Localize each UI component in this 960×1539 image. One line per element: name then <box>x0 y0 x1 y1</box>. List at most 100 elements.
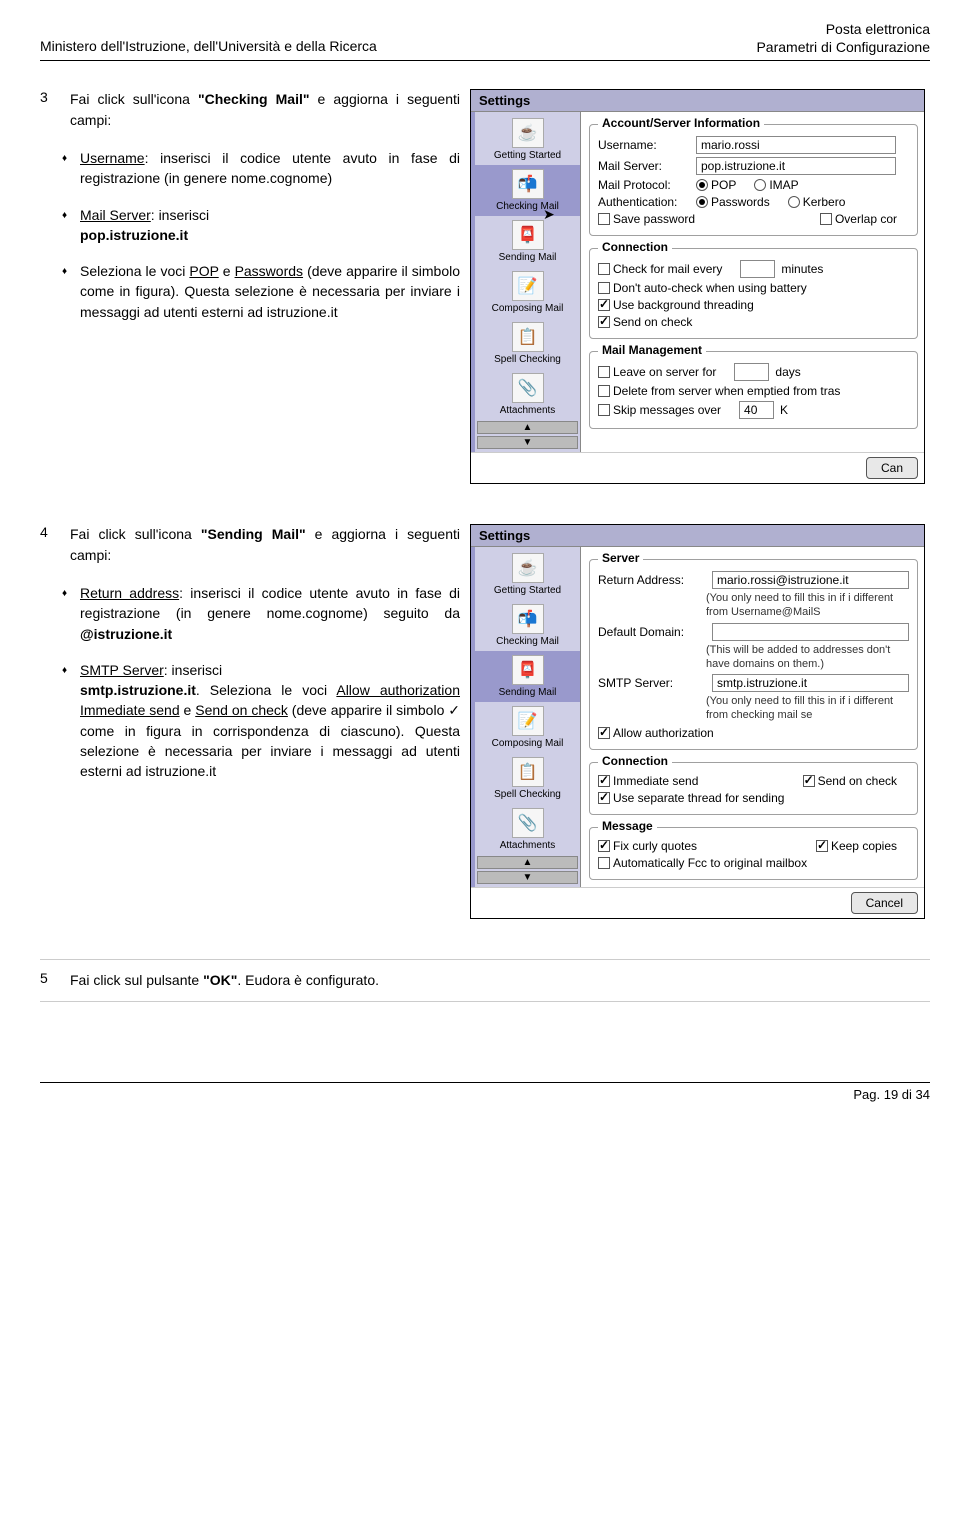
step4-bullet-smtp: SMTP Server: inserisci smtp.istruzione.i… <box>62 660 460 782</box>
sidebar-item-label: Checking Mail <box>496 636 559 647</box>
step3-bullet-selection: Seleziona le voci POP e Passwords (deve … <box>62 261 460 322</box>
sending-mail-icon: 📮 <box>512 655 544 685</box>
sidebar-item-attachments[interactable]: 📎 Attachments <box>475 369 580 420</box>
sidebar-item-label: Spell Checking <box>494 789 561 800</box>
sidebar-item-label: Getting Started <box>494 150 561 161</box>
sidebar-item-getting-started[interactable]: ☕ Getting Started <box>475 549 580 600</box>
check-auto-fcc[interactable]: Automatically Fcc to original mailbox <box>598 856 807 870</box>
sidebar-item-label: Attachments <box>500 840 556 851</box>
check-leave-on-server[interactable]: Leave on server for <box>598 365 716 379</box>
radio-imap[interactable]: IMAP <box>754 178 798 192</box>
step-4-row: 4 Fai click sull'icona "Sending Mail" e … <box>40 524 930 919</box>
radio-pop[interactable]: POP <box>696 178 736 192</box>
label-mailprotocol: Mail Protocol: <box>598 178 690 192</box>
sidebar-item-checking-mail[interactable]: 📬Checking Mail <box>475 165 580 216</box>
step-3-row: 3 Fai click sull'icona "Checking Mail" e… <box>40 89 930 484</box>
step-number: 3 <box>40 89 62 130</box>
spell-checking-icon: 📋 <box>512 322 544 352</box>
sidebar-item-composing-mail[interactable]: 📝 Composing Mail <box>475 702 580 753</box>
group-account-info: Account/Server Information Username: mar… <box>589 124 918 236</box>
page-header: Ministero dell'Istruzione, dell'Universi… <box>40 20 930 61</box>
screenshot-checking-mail: Settings ☕Getting Started📬Checking Mail📮… <box>470 89 925 484</box>
sidebar-item-sending-mail[interactable]: 📮 Sending Mail <box>475 216 580 267</box>
hint-smtp: (You only need to fill this in if i diff… <box>706 695 909 723</box>
sidebar-item-checking-mail[interactable]: 📬 Checking Mail <box>475 600 580 651</box>
input-return-address[interactable]: mario.rossi@istruzione.it <box>712 571 909 589</box>
step-number: 4 <box>40 524 62 565</box>
label-default-domain: Default Domain: <box>598 625 706 639</box>
group-mail-management: Mail Management Leave on server for days… <box>589 351 918 429</box>
check-skip-messages[interactable]: Skip messages over <box>598 403 721 417</box>
sidebar-item-label: Composing Mail <box>492 303 564 314</box>
input-username[interactable]: mario.rossi <box>696 136 896 154</box>
input-skip-size[interactable]: 40 <box>739 401 774 419</box>
check-check-every[interactable]: Check for mail every <box>598 262 722 276</box>
hint-return: (You only need to fill this in if i diff… <box>706 592 909 620</box>
check-immediate-send[interactable]: Immediate send <box>598 774 698 788</box>
sidebar-item-getting-started[interactable]: ☕ Getting Started <box>475 114 580 165</box>
label-return-address: Return Address: <box>598 573 706 587</box>
label-mailserver: Mail Server: <box>598 159 690 173</box>
sidebar-item-spell-checking[interactable]: 📋 Spell Checking <box>475 318 580 369</box>
check-keep-copies[interactable]: Keep copies <box>816 839 897 853</box>
header-right: Posta elettronica Parametri di Configura… <box>756 20 930 56</box>
step-5-row: 5 Fai click sul pulsante "OK". Eudora è … <box>40 959 930 1001</box>
getting-started-icon: ☕ <box>512 118 544 148</box>
sidebar-item-attachments[interactable]: 📎 Attachments <box>475 804 580 855</box>
composing-mail-icon: 📝 <box>512 271 544 301</box>
screenshot-sending-mail: Settings ☕Getting Started📬Checking Mail📮… <box>470 524 925 919</box>
group-connection: Connection Check for mail every minutes … <box>589 248 918 339</box>
attachments-icon: 📎 <box>512 808 544 838</box>
radio-passwords[interactable]: Passwords <box>696 195 770 209</box>
group-connection: Connection Immediate send Send on check … <box>589 762 918 815</box>
scroll-up-arrow[interactable]: ▲ <box>477 856 578 869</box>
getting-started-icon: ☕ <box>512 553 544 583</box>
checking-mail-icon: 📬 <box>512 604 544 634</box>
scroll-up-arrow[interactable]: ▲ <box>477 421 578 434</box>
check-send-on-check[interactable]: Send on check <box>803 774 897 788</box>
sidebar-item-label: Composing Mail <box>492 738 564 749</box>
attachments-icon: 📎 <box>512 373 544 403</box>
sidebar-item-sending-mail[interactable]: 📮 Sending Mail <box>475 651 580 702</box>
sidebar-item-composing-mail[interactable]: 📝 Composing Mail <box>475 267 580 318</box>
sidebar-item-label: Sending Mail <box>499 252 557 263</box>
header-left: Ministero dell'Istruzione, dell'Universi… <box>40 20 377 56</box>
composing-mail-icon: 📝 <box>512 706 544 736</box>
input-default-domain[interactable] <box>712 623 909 641</box>
check-save-password[interactable]: Save password <box>598 212 695 226</box>
cancel-button[interactable]: Can <box>866 457 918 479</box>
input-minutes[interactable] <box>740 260 775 278</box>
check-bg-thread[interactable]: Use background threading <box>598 298 754 312</box>
input-smtp-server[interactable]: smtp.istruzione.it <box>712 674 909 692</box>
hint-domain: (This will be added to addresses don't h… <box>706 644 909 672</box>
check-overlap[interactable]: Overlap cor <box>820 212 897 226</box>
label-authentication: Authentication: <box>598 195 690 209</box>
check-dont-auto[interactable]: Don't auto-check when using battery <box>598 281 807 295</box>
cancel-button[interactable]: Cancel <box>851 892 918 914</box>
sending-mail-icon: 📮 <box>512 220 544 250</box>
input-mailserver[interactable]: pop.istruzione.it <box>696 157 896 175</box>
label-smtp-server: SMTP Server: <box>598 676 706 690</box>
step3-bullet-mailserver: Mail Server: inserisci pop.istruzione.it <box>62 205 460 246</box>
check-separate-thread[interactable]: Use separate thread for sending <box>598 791 784 805</box>
scroll-down-arrow[interactable]: ▼ <box>477 436 578 449</box>
step3-bullet-username: Username: inserisci il codice utente avu… <box>62 148 460 189</box>
step4-intro: Fai click sull'icona "Sending Mail" e ag… <box>70 524 460 565</box>
input-days[interactable] <box>734 363 769 381</box>
step4-bullet-return: Return address: inserisci il codice uten… <box>62 583 460 644</box>
sidebar-item-label: Attachments <box>500 405 556 416</box>
check-fix-curly[interactable]: Fix curly quotes <box>598 839 697 853</box>
check-send-on-check[interactable]: Send on check <box>598 315 692 329</box>
sidebar-item-spell-checking[interactable]: 📋Spell Checking <box>475 753 580 804</box>
settings-sidebar: ☕ Getting Started 📬Checking Mail 📮 Sending M… <box>471 112 581 452</box>
check-allow-authorization[interactable]: Allow authorization <box>598 726 714 740</box>
group-message: Message Fix curly quotes Keep copies Aut… <box>589 827 918 880</box>
sidebar-item-label: Sending Mail <box>499 687 557 698</box>
page-footer: Pag. 19 di 34 <box>40 1082 930 1102</box>
step-number: 5 <box>40 970 62 990</box>
scroll-down-arrow[interactable]: ▼ <box>477 871 578 884</box>
check-delete-from-server[interactable]: Delete from server when emptied from tra… <box>598 384 840 398</box>
sidebar-item-label: Getting Started <box>494 585 561 596</box>
radio-kerberos[interactable]: Kerbero <box>788 195 846 209</box>
sidebar-item-label: Spell Checking <box>494 354 561 365</box>
